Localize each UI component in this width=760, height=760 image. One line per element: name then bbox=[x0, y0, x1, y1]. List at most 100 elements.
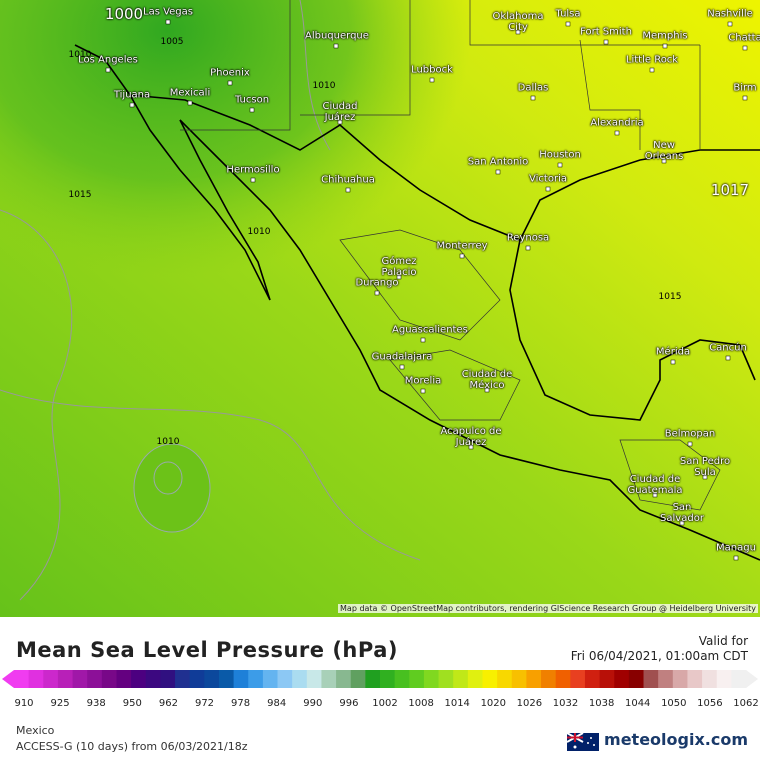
scale-label: 1026 bbox=[517, 698, 542, 709]
city-dot bbox=[333, 43, 339, 49]
city-dot bbox=[468, 444, 474, 450]
city-label: Cancún bbox=[709, 342, 747, 354]
scale-swatch bbox=[497, 670, 513, 688]
isobar-label: 1010 bbox=[68, 50, 92, 60]
city-dot bbox=[250, 177, 256, 183]
city-label: Birm bbox=[733, 82, 757, 94]
city-label: Durango bbox=[355, 277, 399, 289]
city-dot bbox=[459, 253, 465, 259]
city-label: Acapulco de Juárez bbox=[440, 426, 502, 448]
city-dot bbox=[670, 359, 676, 365]
city-label: Tulsa bbox=[555, 8, 581, 20]
city-dot bbox=[249, 107, 255, 113]
scale-swatch bbox=[409, 670, 425, 688]
scale-label: 962 bbox=[159, 698, 178, 709]
scale-swatch bbox=[526, 670, 542, 688]
scale-swatch bbox=[365, 670, 381, 688]
scale-swatch bbox=[482, 670, 498, 688]
scale-label: 984 bbox=[267, 698, 286, 709]
scale-swatch bbox=[57, 670, 74, 688]
scale-swatch bbox=[131, 670, 147, 688]
city-dot bbox=[661, 158, 667, 164]
scale-swatch bbox=[145, 670, 161, 688]
city-label: Phoenix bbox=[210, 67, 250, 79]
valid-time: Fri 06/04/2021, 01:00am CDT bbox=[570, 649, 748, 663]
scale-label: 996 bbox=[339, 698, 358, 709]
scale-end bbox=[746, 670, 758, 688]
city-dot bbox=[702, 474, 708, 480]
isobar-label: 1010 bbox=[247, 227, 271, 237]
city-dot bbox=[105, 67, 111, 73]
scale-swatch bbox=[672, 670, 688, 688]
city-label: Dallas bbox=[517, 82, 549, 94]
city-label: Morelia bbox=[404, 375, 442, 387]
city-label: Nashville bbox=[707, 8, 753, 20]
scale-swatch bbox=[336, 670, 352, 688]
scale-swatch bbox=[467, 670, 483, 688]
city-dot bbox=[399, 364, 405, 370]
city-label: San Antonio bbox=[467, 156, 529, 168]
city-label: Chatta bbox=[728, 32, 760, 44]
city-dot bbox=[129, 102, 135, 108]
scale-label: 1002 bbox=[372, 698, 397, 709]
scale-swatch bbox=[160, 670, 176, 688]
scale-swatch bbox=[584, 670, 601, 688]
scale-swatch bbox=[350, 670, 366, 688]
scale-swatch bbox=[28, 670, 44, 688]
scale-swatch bbox=[262, 670, 279, 688]
scale-label: 972 bbox=[195, 698, 214, 709]
scale-swatch bbox=[87, 670, 103, 688]
city-dot bbox=[679, 520, 685, 526]
scale-swatch bbox=[189, 670, 205, 688]
scale-label: 925 bbox=[51, 698, 70, 709]
city-dot bbox=[420, 388, 426, 394]
scale-swatch bbox=[43, 670, 59, 688]
scale-swatch bbox=[555, 670, 571, 688]
scale-swatch bbox=[292, 670, 308, 688]
city-dot bbox=[649, 67, 655, 73]
city-label: Los Angeles bbox=[78, 54, 138, 66]
city-dot bbox=[725, 355, 731, 361]
map: Map data © OpenStreetMap contributors, r… bbox=[0, 0, 760, 617]
scale-swatch bbox=[306, 670, 322, 688]
scale-swatch bbox=[716, 670, 732, 688]
scale-label: 1008 bbox=[408, 698, 433, 709]
scale-label: 1050 bbox=[661, 698, 686, 709]
city-label: Hermosillo bbox=[226, 164, 280, 176]
scale-swatch bbox=[321, 670, 337, 688]
city-dot bbox=[733, 555, 739, 561]
brand: meteologix.com bbox=[604, 730, 748, 749]
scale-swatch bbox=[380, 670, 396, 688]
scale-swatch bbox=[628, 670, 645, 688]
scale-swatch bbox=[14, 670, 30, 688]
scale-swatch bbox=[423, 670, 440, 688]
scale-label: 938 bbox=[87, 698, 106, 709]
city-label: Victoria bbox=[529, 173, 567, 185]
city-label: Guadalajara bbox=[371, 351, 433, 363]
scale-swatch bbox=[116, 670, 132, 688]
model-run: ACCESS-G (10 days) from 06/03/2021/18z bbox=[16, 740, 248, 753]
city-dot bbox=[727, 21, 733, 27]
city-label: Managu bbox=[716, 542, 756, 554]
city-dot bbox=[484, 387, 490, 393]
city-dot bbox=[187, 100, 193, 106]
isobar-label: 1015 bbox=[68, 190, 92, 200]
city-dot bbox=[742, 45, 748, 51]
city-label: Gómez Palacio bbox=[381, 256, 417, 278]
legend-title: Mean Sea Level Pressure (hPa) bbox=[16, 638, 398, 662]
scale-swatch bbox=[277, 670, 293, 688]
scale-label: 1032 bbox=[553, 698, 578, 709]
city-label: Tijuana bbox=[113, 89, 151, 101]
scale-swatch bbox=[731, 670, 747, 688]
city-dot bbox=[530, 95, 536, 101]
scale-swatch bbox=[218, 670, 235, 688]
city-dot bbox=[557, 162, 563, 168]
city-dot bbox=[545, 186, 551, 192]
isobar-label: 1015 bbox=[658, 292, 682, 302]
city-label: San Salvador bbox=[660, 502, 704, 524]
city-label: Las Vegas bbox=[143, 6, 193, 18]
scale-swatch bbox=[599, 670, 615, 688]
city-label: Ciudad de Guatemala bbox=[627, 474, 683, 496]
city-dot bbox=[396, 274, 402, 280]
isobar-label: 1010 bbox=[312, 81, 336, 91]
